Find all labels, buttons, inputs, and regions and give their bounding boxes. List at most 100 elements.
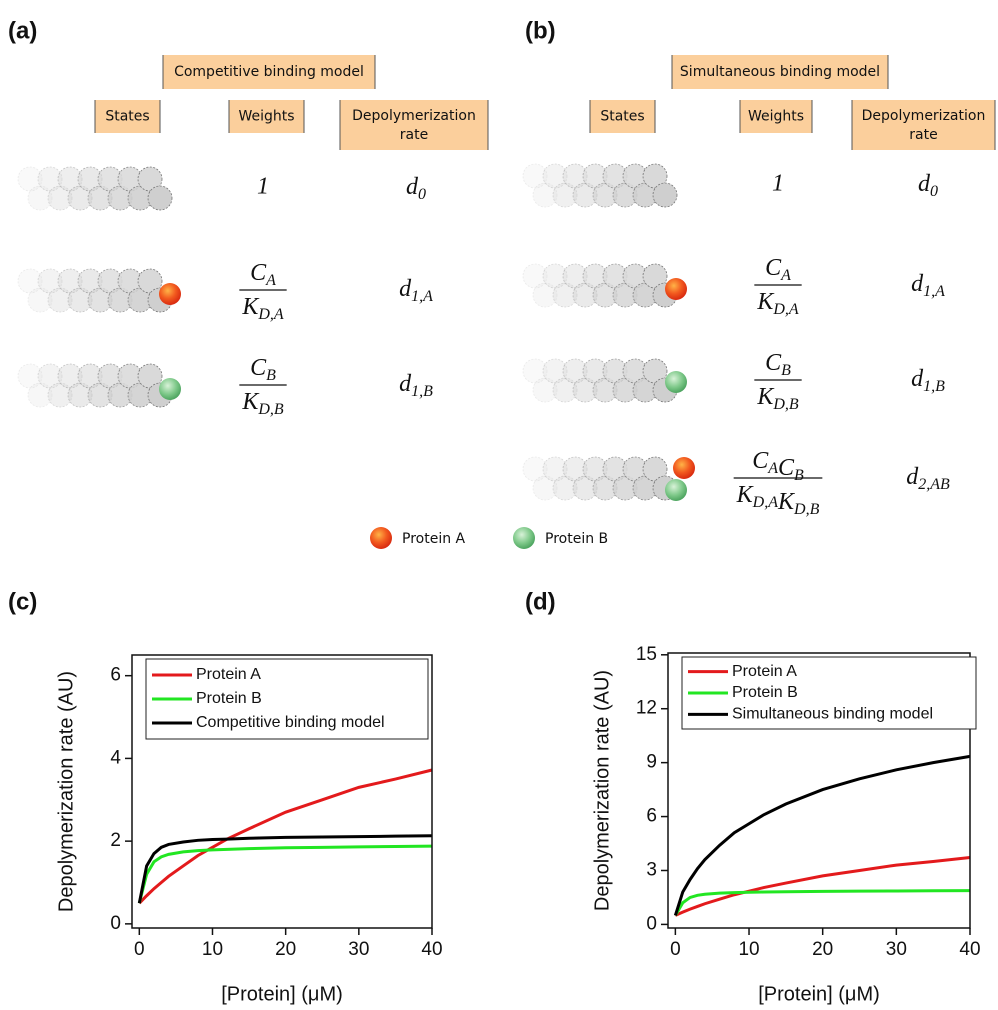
y-tick-label: 4 — [110, 747, 121, 768]
math-sub: 1,B — [923, 378, 945, 395]
data-line — [675, 858, 970, 916]
math: d1,B — [399, 371, 433, 400]
protein — [513, 527, 535, 549]
math-num: CB — [250, 355, 276, 384]
protein — [370, 527, 392, 549]
y-axis-title: Depolymerization rate (AU) — [591, 670, 613, 911]
math-den: KD,AKD,B — [736, 482, 820, 518]
x-tick-label: 20 — [275, 939, 296, 960]
math-sub: A — [780, 267, 791, 284]
math-sub: D,B — [793, 501, 820, 518]
column-header-line: rate — [400, 127, 428, 143]
legend-label: Simultaneous binding model — [732, 706, 933, 723]
x-tick-label: 10 — [738, 939, 759, 960]
x-axis-title: [Protein] (μM) — [221, 983, 343, 1005]
math-sub: A — [767, 460, 778, 477]
column-header: States — [600, 109, 644, 125]
x-tick-label: 0 — [134, 939, 145, 960]
y-tick-label: 0 — [646, 913, 657, 934]
panel-label: (c) — [8, 588, 37, 615]
math-sub: 1,A — [411, 288, 433, 305]
math: d1,A — [911, 271, 945, 300]
math-num: CB — [765, 350, 791, 379]
panel-label: (b) — [525, 17, 556, 44]
math-base: C — [765, 350, 782, 376]
protein — [665, 278, 687, 300]
column-header: Weights — [238, 109, 294, 125]
x-tick-label: 20 — [812, 939, 833, 960]
math-den: KD,B — [756, 384, 799, 413]
protein — [159, 378, 181, 400]
y-tick-label: 2 — [110, 830, 121, 851]
legend-label: Protein B — [196, 690, 262, 707]
math: 1 — [772, 171, 784, 197]
filament — [18, 364, 172, 407]
y-tick-label: 12 — [636, 698, 657, 719]
legend-label: Protein B — [545, 531, 608, 547]
x-tick-label: 30 — [886, 939, 907, 960]
x-tick-label: 0 — [670, 939, 681, 960]
model-title: Simultaneous binding model — [680, 64, 880, 80]
data-line — [675, 891, 970, 916]
panel-label: (a) — [8, 17, 37, 44]
math-sub: 0 — [418, 186, 426, 203]
legend-label: Protein B — [732, 684, 798, 701]
math-sub: 0 — [930, 183, 938, 200]
protein — [665, 371, 687, 393]
math-base: C — [250, 355, 267, 381]
math-base: C — [752, 448, 769, 474]
filament — [523, 264, 677, 307]
y-axis-title: Depolymerization rate (AU) — [55, 671, 77, 912]
filament — [523, 164, 677, 207]
y-tick-label: 6 — [646, 806, 657, 827]
math: d0 — [918, 171, 938, 200]
legend-label: Protein A — [732, 663, 797, 680]
math-base: C — [250, 260, 267, 286]
math-sub: 2,AB — [918, 476, 950, 493]
math-sub: D,A — [257, 306, 284, 323]
math-den: KD,A — [756, 289, 799, 318]
column-header: Weights — [748, 109, 804, 125]
math-base: C — [765, 255, 782, 281]
math: 1 — [257, 174, 269, 200]
math-sub: 1,B — [411, 383, 433, 400]
math-sub: D,A — [772, 301, 799, 318]
x-tick-label: 40 — [421, 939, 442, 960]
math-sub: D,A — [752, 494, 779, 511]
x-tick-label: 40 — [959, 939, 980, 960]
x-tick-label: 30 — [348, 939, 369, 960]
legend-label: Competitive binding model — [196, 714, 385, 731]
filament — [18, 167, 172, 210]
math-base: C — [778, 455, 795, 481]
y-tick-label: 9 — [646, 752, 657, 773]
legend-label: Protein A — [196, 666, 261, 683]
filament — [18, 269, 172, 312]
figure: (a) Competitive binding model States Weight… — [0, 0, 998, 1006]
subunit — [148, 186, 172, 210]
math: d1,A — [399, 276, 433, 305]
filament — [523, 457, 677, 500]
x-axis-title: [Protein] (μM) — [758, 983, 880, 1005]
math-sub: D,B — [772, 396, 799, 413]
math-sub: 1,A — [923, 283, 945, 300]
y-tick-label: 3 — [646, 859, 657, 880]
protein — [159, 283, 181, 305]
math: d2,AB — [906, 464, 950, 493]
math-sub: B — [266, 367, 276, 384]
math-sub: B — [781, 362, 791, 379]
column-header-line: rate — [909, 127, 937, 143]
column-header-line: Depolymerization — [352, 108, 476, 124]
math: d1,B — [911, 366, 945, 395]
panel-label: (d) — [525, 588, 556, 615]
math-den: KD,B — [241, 389, 284, 418]
math: d0 — [406, 174, 426, 203]
y-tick-label: 15 — [636, 644, 657, 665]
protein — [665, 479, 687, 501]
x-tick-label: 10 — [202, 939, 223, 960]
math-num: CA — [765, 255, 791, 284]
column-header-line: Depolymerization — [862, 108, 986, 124]
y-tick-label: 0 — [110, 913, 121, 934]
math-sub: A — [265, 272, 276, 289]
filament — [523, 359, 677, 402]
y-tick-label: 6 — [110, 665, 121, 686]
